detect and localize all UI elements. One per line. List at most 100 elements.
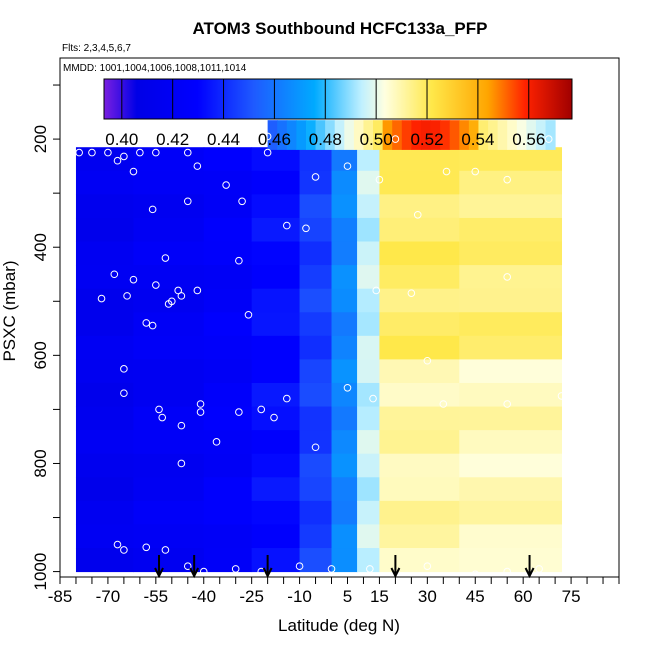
sample-point [222,181,230,189]
heatmap-cell [133,312,205,337]
sample-point [199,567,208,576]
heatmap-cell [331,453,358,478]
sample-point [183,148,192,157]
heatmap-cell [379,406,460,431]
sample-point [120,152,128,161]
heatmap-cell [133,477,205,502]
heatmap-cell [75,477,134,502]
sample-point [235,408,243,416]
heatmap-cell [299,170,333,195]
sample-point [471,167,480,176]
sample-point [423,562,432,570]
heatmap-cell [251,524,301,549]
heatmap-cell [516,120,527,150]
heatmap-cell [203,453,253,478]
sample-point [270,413,278,422]
heatmap-cell [305,120,317,150]
heatmap-cell [251,382,301,408]
heatmap-cell [357,548,380,573]
heatmap-cell [299,241,333,266]
heatmap-cell [331,548,358,573]
sample-point [503,400,512,408]
heatmap-cell [75,453,134,478]
x-tick-label: 5 [343,587,352,606]
heatmap-cell [251,194,301,219]
heatmap-cell [382,120,393,150]
heatmap-cell [478,120,489,150]
heatmap-cell [331,241,358,266]
heatmap-cell [203,194,253,219]
heatmap-cell [459,288,563,313]
heatmap-cell [357,194,380,219]
sample-point [439,400,448,408]
heatmap-cell [331,524,358,549]
heatmap-cell [379,477,460,502]
sample-point [104,148,112,157]
heatmap-cell [331,359,358,384]
heatmap-cell [75,406,134,431]
heatmap-cell [133,430,205,455]
x-tick-label: -85 [48,587,73,606]
x-tick-label: 30 [418,587,437,606]
heatmap-cell [459,147,563,172]
heatmap-cell [203,265,253,290]
heatmap-cell [75,430,134,455]
sample-point [148,321,157,330]
sample-point [136,148,144,157]
heatmap-cell [468,120,479,150]
x-tick-label: -70 [96,587,121,606]
heatmap-cell [344,120,355,150]
x-tick-label: 15 [370,587,389,606]
arrow-head [390,567,401,579]
heatmap-cell [203,406,253,431]
heatmap-cell [75,241,134,266]
heatmap-cell [379,288,460,313]
y-tick-label: 400 [31,233,50,261]
heatmap-cell [203,500,253,525]
sample-point [282,394,291,403]
sample-point [152,148,160,157]
sample-point [503,567,512,576]
colorbar: 0.40 0.42 0.44 0.46 0.48 0.50 0.52 0.54 0.56 [103,78,573,149]
sample-point [196,408,205,416]
sample-point [375,175,384,184]
heatmap-cell [133,500,205,525]
sample-point [295,562,304,570]
heatmap-cell [75,359,134,384]
y-axis: 200 400 600 800 1000 [31,84,60,591]
heatmap-cell [203,548,253,573]
heatmap-cell [299,406,333,431]
heatmap-cell [75,170,134,195]
heatmap-cell [133,406,205,431]
colorbar-tick-label: 0.54 [461,130,494,149]
sample-point [88,148,96,157]
heatmap-cell [277,120,288,150]
heatmap-cell [251,548,301,573]
colorbar-tick-label: 0.56 [512,130,545,149]
sample-point [263,148,272,157]
heatmap-cell [299,477,333,502]
heatmap-cell [379,217,460,243]
heatmap-cell [75,194,134,219]
sample-point [235,256,243,265]
colorbar-tick-label: 0.40 [105,130,138,149]
sample-point [193,286,202,295]
colorbar-tick-label: 0.46 [258,130,291,149]
heatmap-cell [526,120,537,150]
sample-point [391,135,400,143]
heatmap-cell [203,524,253,549]
heatmap-cell [251,477,301,502]
heatmap-cell [379,500,460,525]
sample-point [158,413,167,422]
heatmap-cell [251,288,301,313]
heatmap-cell [379,312,460,337]
heatmap-cell [357,500,380,525]
colorbar-gradient [103,78,573,120]
heatmap-cell [535,120,547,150]
sample-point [183,562,192,570]
sample-point [413,210,422,219]
heatmap-cell [299,335,333,360]
sample-point [161,254,170,262]
sample-point [161,546,170,554]
